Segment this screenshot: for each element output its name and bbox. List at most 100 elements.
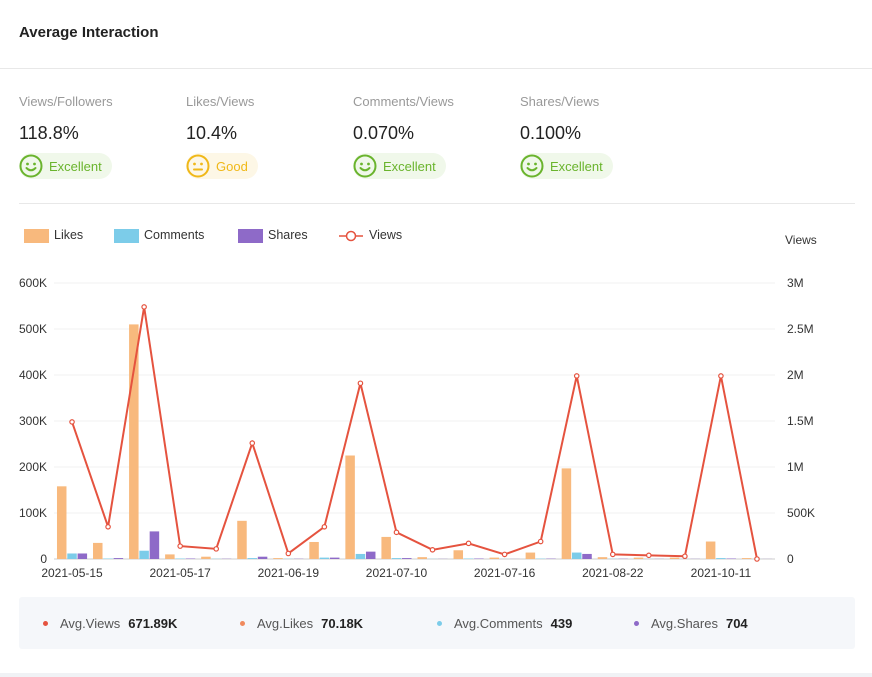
bar-likes[interactable] xyxy=(741,558,752,559)
bar-likes[interactable] xyxy=(273,558,283,559)
bar-likes[interactable] xyxy=(633,557,644,559)
metric-value: 0.100% xyxy=(520,123,582,143)
bar-likes[interactable] xyxy=(237,520,247,559)
views-point[interactable] xyxy=(609,551,616,558)
legend-views[interactable]: Views xyxy=(339,228,402,242)
views-point[interactable] xyxy=(177,543,183,549)
bar-comments[interactable] xyxy=(716,558,726,559)
bar-shares[interactable] xyxy=(113,558,124,559)
bar-comments[interactable] xyxy=(139,550,149,559)
views-point[interactable] xyxy=(285,550,292,557)
views-point[interactable] xyxy=(357,380,364,387)
legend-shares[interactable]: Shares xyxy=(238,228,308,243)
card-title: Average Interaction xyxy=(19,24,159,41)
legend-likes-label: Likes xyxy=(54,228,83,242)
views-point[interactable] xyxy=(682,553,688,560)
left-axis-tick-label: 500K xyxy=(19,322,47,336)
legend-views-marker xyxy=(345,230,357,242)
bar-shares[interactable] xyxy=(149,531,160,559)
legend-comments-swatch xyxy=(114,229,139,243)
x-axis-tick-label: 2021-06-19 xyxy=(258,566,320,580)
bar-likes[interactable] xyxy=(561,468,572,559)
right-axis-tick-label: 1M xyxy=(787,460,804,474)
bar-likes[interactable] xyxy=(489,557,500,559)
bar-shares[interactable] xyxy=(257,556,268,559)
metric-label: Likes/Views xyxy=(186,94,255,109)
x-axis-tick-label: 2021-10-11 xyxy=(691,566,752,580)
views-point[interactable] xyxy=(537,538,544,545)
views-point[interactable] xyxy=(646,552,652,559)
views-point[interactable] xyxy=(501,551,508,558)
metric-comments-views: Comments/Views 0.070% Excellent xyxy=(353,94,513,179)
views-point[interactable] xyxy=(573,373,580,379)
neutral-face-icon xyxy=(186,154,210,178)
avg-likes: Avg.Likes 70.18K xyxy=(240,597,363,649)
bar-shares[interactable] xyxy=(329,557,340,559)
right-axis-tick-label: 3M xyxy=(787,276,804,290)
smile-icon xyxy=(520,154,544,178)
metric-value: 10.4% xyxy=(186,123,238,143)
bar-likes[interactable] xyxy=(129,324,139,559)
bar-likes[interactable] xyxy=(309,541,319,559)
views-point[interactable] xyxy=(393,529,400,536)
views-point[interactable] xyxy=(141,304,147,310)
avg-shares: Avg.Shares 704 xyxy=(634,597,748,649)
bar-likes[interactable] xyxy=(669,557,680,559)
views-point[interactable] xyxy=(213,546,220,552)
bar-comments[interactable] xyxy=(319,557,330,559)
bar-comments[interactable] xyxy=(355,553,366,559)
views-point[interactable] xyxy=(429,546,436,553)
bar-likes[interactable] xyxy=(165,554,175,559)
rating-text: Excellent xyxy=(383,158,436,174)
bar-shares[interactable] xyxy=(365,551,376,559)
bar-shares[interactable] xyxy=(77,553,88,559)
bar-shares[interactable] xyxy=(582,553,592,559)
bar-likes[interactable] xyxy=(525,552,536,559)
right-axis-tick-label: 0 xyxy=(787,552,794,566)
legend-shares-swatch xyxy=(238,229,263,243)
interaction-chart: Likes Comments Shares Views Views 0 100K 2… xyxy=(0,220,872,590)
views-point[interactable] xyxy=(465,540,472,547)
bar-likes[interactable] xyxy=(705,541,716,559)
bar-likes[interactable] xyxy=(56,486,67,559)
bar-likes[interactable] xyxy=(345,455,355,560)
bar-comments[interactable] xyxy=(571,552,582,559)
legend-shares-label: Shares xyxy=(268,228,308,242)
rating-text: Excellent xyxy=(49,158,102,174)
avg-comments-label: Avg.Comments xyxy=(454,615,543,631)
legend-views-label: Views xyxy=(369,228,402,242)
avg-views-value: 671.89K xyxy=(128,615,178,631)
bar-shares[interactable] xyxy=(402,558,412,559)
views-point[interactable] xyxy=(718,373,724,379)
left-axis-tick-label: 0 xyxy=(40,552,47,566)
left-axis-tick-label: 200K xyxy=(19,460,47,474)
bar-likes[interactable] xyxy=(381,536,391,559)
views-point[interactable] xyxy=(321,523,328,530)
bar-comments[interactable] xyxy=(247,558,258,559)
bar-likes[interactable] xyxy=(201,556,211,559)
right-axis-tick-label: 500K xyxy=(787,506,815,520)
bar-likes[interactable] xyxy=(597,557,608,559)
bar-comments[interactable] xyxy=(67,553,77,559)
views-point[interactable] xyxy=(249,440,256,446)
smile-icon xyxy=(353,154,377,178)
views-point[interactable] xyxy=(754,556,760,562)
x-axis-ticks: 2021-05-15 2021-05-17 2021-06-19 2021-07-10… xyxy=(41,566,751,580)
bar-likes[interactable] xyxy=(93,542,103,559)
bar-likes[interactable] xyxy=(453,550,464,559)
left-axis-tick-label: 400K xyxy=(19,368,47,382)
legend-comments[interactable]: Comments xyxy=(114,228,204,243)
views-point[interactable] xyxy=(105,523,111,530)
metrics-row: Views/Followers 118.8% Excellent Likes/V… xyxy=(19,94,855,204)
bar-likes[interactable] xyxy=(417,557,427,559)
views-point[interactable] xyxy=(69,419,75,425)
legend-comments-label: Comments xyxy=(144,228,204,242)
views-line-series xyxy=(69,304,760,562)
avg-shares-dot xyxy=(634,620,639,626)
metric-likes-views: Likes/Views 10.4% Good xyxy=(186,94,346,179)
bar-comments[interactable] xyxy=(391,558,402,559)
metric-views-followers: Views/Followers 118.8% Excellent xyxy=(19,94,179,179)
legend-likes-swatch xyxy=(24,229,49,243)
legend-likes[interactable]: Likes xyxy=(24,228,83,243)
card-bottom-divider xyxy=(0,673,872,677)
